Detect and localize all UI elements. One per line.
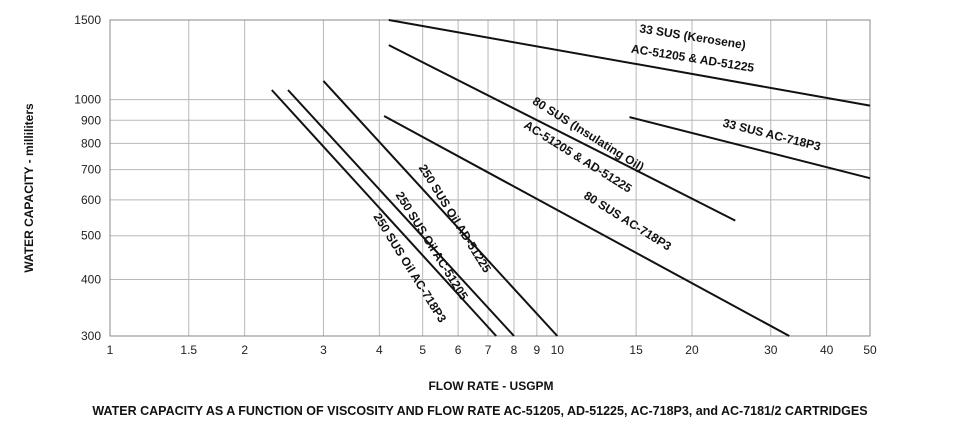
x-tick-label: 9 <box>534 343 541 357</box>
y-tick-label: 900 <box>81 113 101 127</box>
series-line <box>629 116 871 180</box>
plot-frame <box>109 19 871 337</box>
x-tick-label: 50 <box>863 343 877 357</box>
series-line <box>287 89 515 337</box>
series-label: 33 SUS AC-718P3 <box>721 116 822 154</box>
x-tick-label: 6 <box>455 343 462 357</box>
y-tick-label: 1500 <box>74 13 101 27</box>
x-tick-label: 5 <box>419 343 426 357</box>
series-line <box>388 19 871 107</box>
x-axis-title: FLOW RATE - USGPM <box>428 379 553 393</box>
x-tick-label: 7 <box>485 343 492 357</box>
x-tick-label: 8 <box>511 343 518 357</box>
figure-caption: WATER CAPACITY AS A FUNCTION OF VISCOSIT… <box>92 404 868 418</box>
series-line <box>322 80 559 337</box>
x-tick-label: 40 <box>820 343 834 357</box>
x-tick-label: 20 <box>685 343 699 357</box>
x-tick-label: 2 <box>241 343 248 357</box>
series-line <box>271 89 497 337</box>
x-tick-label: 1.5 <box>180 343 197 357</box>
y-tick-label: 700 <box>81 163 101 177</box>
y-tick-label: 800 <box>81 136 101 150</box>
chart: 1 1.5 2 3 4 5 6 7 8 9 10 15 20 30 40 50 300 400 500 600 700… <box>22 13 877 393</box>
x-tick-label: 3 <box>320 343 327 357</box>
y-tick-label: 300 <box>81 329 101 343</box>
chart-series <box>271 19 871 337</box>
x-tick-label: 15 <box>629 343 643 357</box>
series-label: 80 SUS AC-718P3 <box>581 188 674 253</box>
x-tick-label: 10 <box>551 343 565 357</box>
chart-grid <box>109 19 871 337</box>
y-tick-labels: 300 400 500 600 700 800 900 1000 1500 <box>74 13 101 343</box>
series-line <box>383 115 790 337</box>
x-tick-label: 4 <box>376 343 383 357</box>
x-tick-label: 1 <box>107 343 114 357</box>
y-tick-label: 600 <box>81 193 101 207</box>
y-axis-title: WATER CAPACITY - milliliters <box>22 103 36 273</box>
y-tick-label: 400 <box>81 273 101 287</box>
series-label: 250 SUS Oil AD-51225 <box>416 162 494 276</box>
series-line <box>388 44 736 222</box>
x-tick-label: 30 <box>764 343 778 357</box>
y-tick-label: 500 <box>81 229 101 243</box>
x-tick-labels: 1 1.5 2 3 4 5 6 7 8 9 10 15 20 30 40 50 <box>107 343 877 357</box>
y-tick-label: 1000 <box>74 93 101 107</box>
